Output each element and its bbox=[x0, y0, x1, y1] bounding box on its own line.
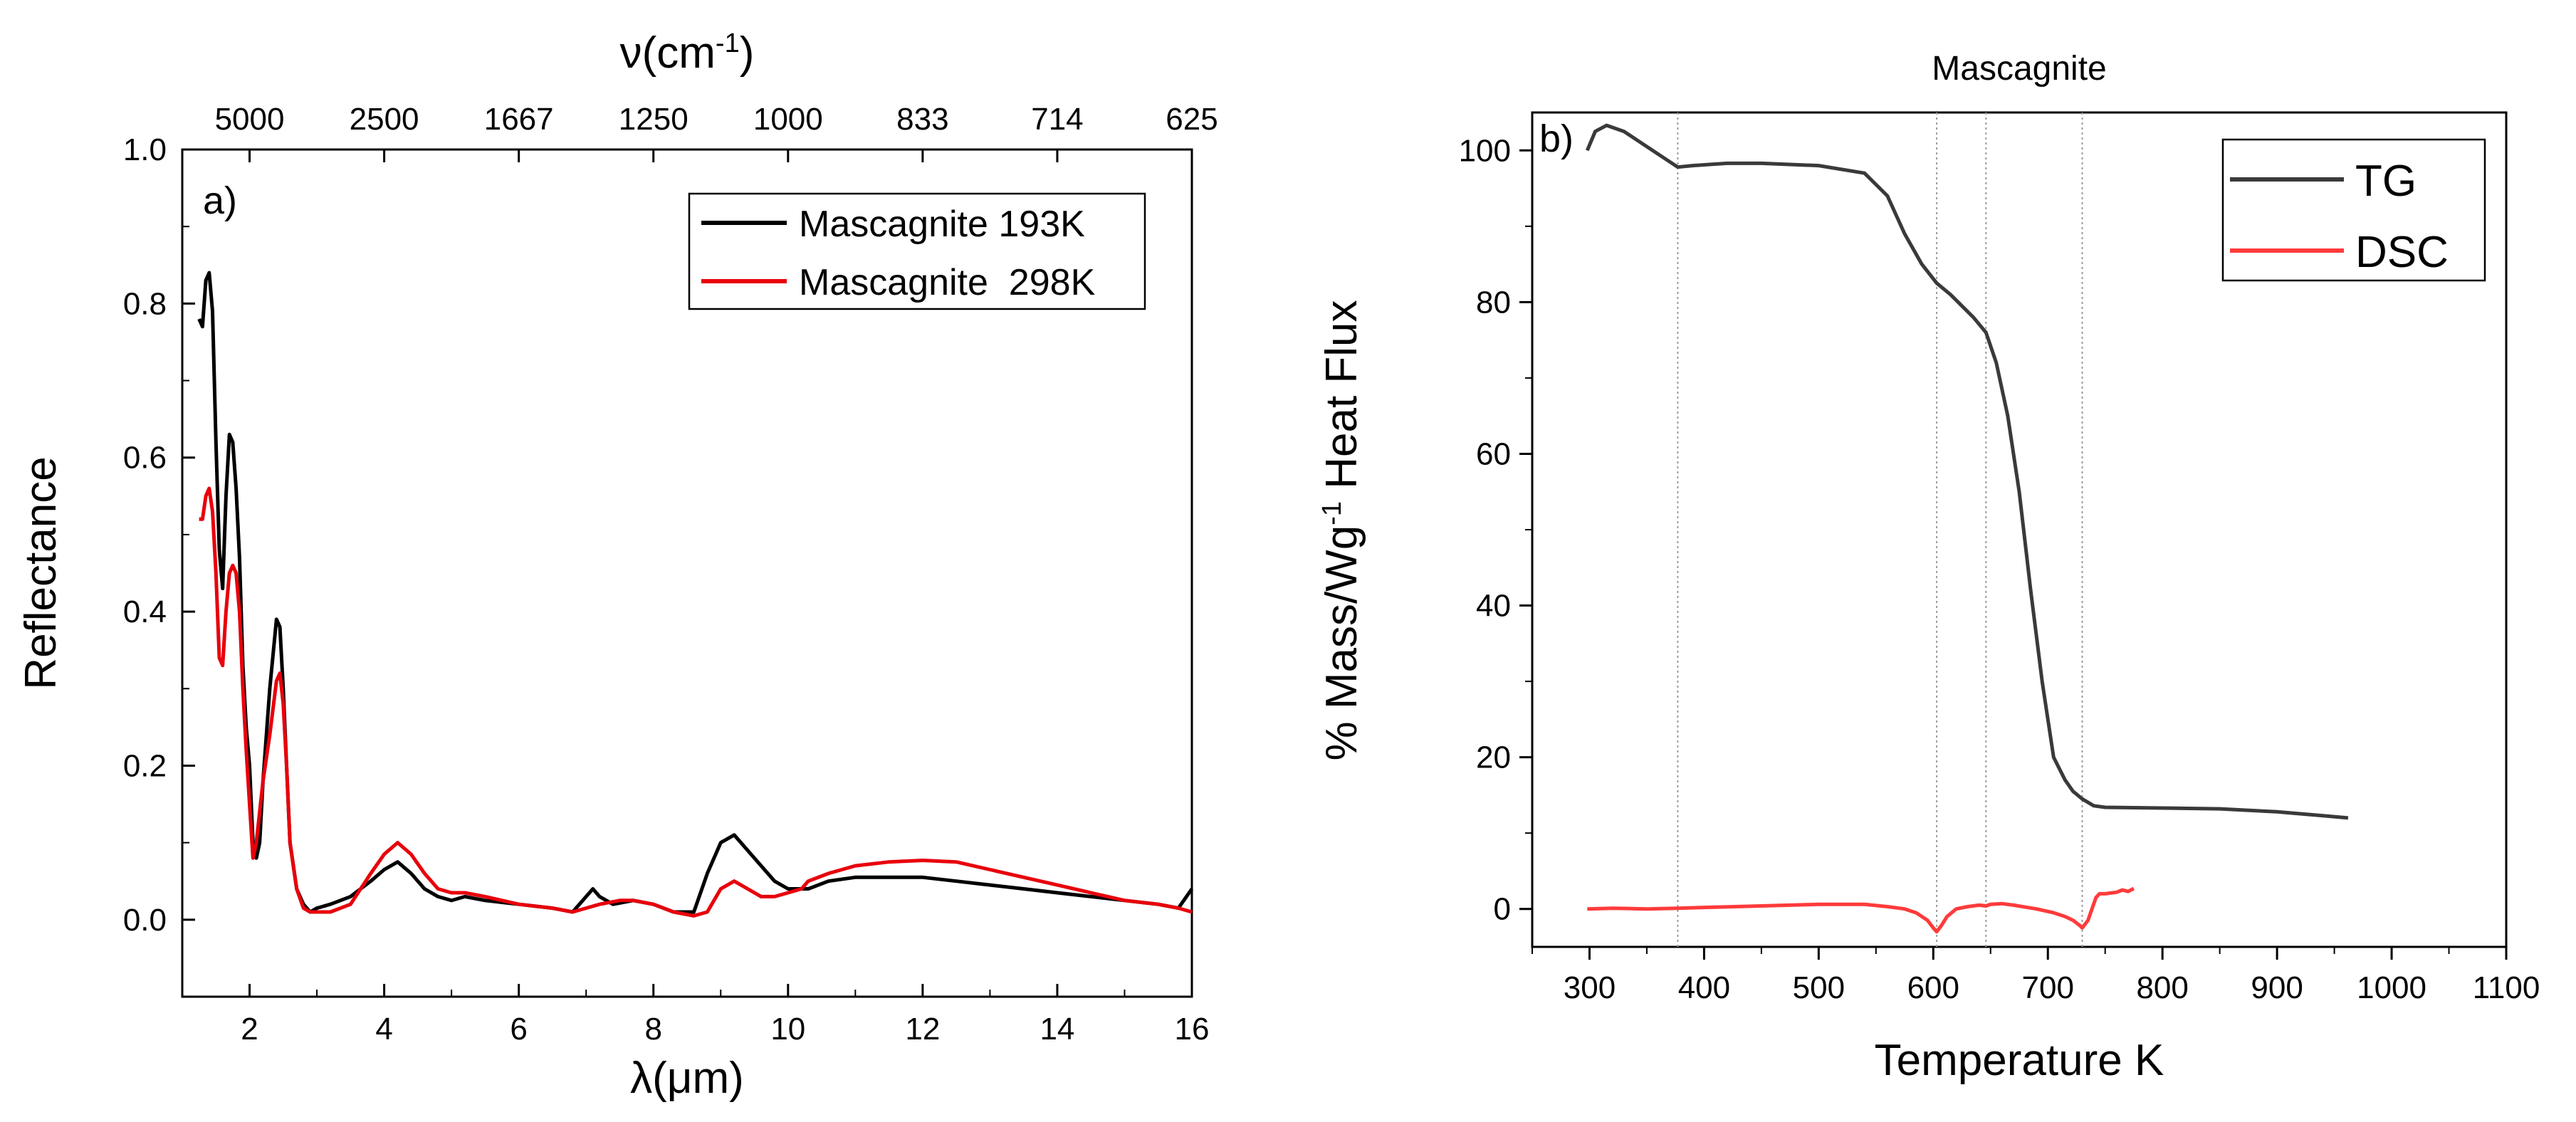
x-axis-label-b: Temperature K bbox=[1875, 1036, 2164, 1085]
y-tick-label-b: 60 bbox=[1476, 436, 1511, 471]
axis-ticks-b: 300 400 500 600 700 800 900 1000 1100 0 20 40 60 80 10… bbox=[1459, 133, 2540, 1005]
x-tick-label-b: 600 bbox=[1907, 970, 1959, 1005]
x-tick-label-a: 10 bbox=[770, 1012, 805, 1047]
x-tick-label-b: 900 bbox=[2251, 970, 2303, 1005]
top-tick-label-a: 625 bbox=[1166, 102, 1218, 137]
series-line-b-1 bbox=[1587, 886, 2135, 934]
legend-label-193k: Mascagnite 193K bbox=[799, 204, 1085, 245]
x-tick-label-b: 1000 bbox=[2357, 970, 2426, 1005]
x-tick-label-a: 14 bbox=[1040, 1012, 1074, 1047]
legend-box-b bbox=[2221, 138, 2486, 282]
y-tick-label-b: 80 bbox=[1476, 285, 1511, 320]
x-tick-label-b: 300 bbox=[1564, 970, 1616, 1005]
top-tick-label-a: 1667 bbox=[484, 102, 554, 137]
plot-frame-a bbox=[181, 148, 1193, 998]
x-tick-label-a: 6 bbox=[510, 1012, 527, 1047]
y-axis-label-a: Reflectance bbox=[16, 456, 66, 689]
x-tick-label-b: 400 bbox=[1678, 970, 1730, 1005]
top-tick-label-a: 1250 bbox=[619, 102, 688, 137]
top-tick-label-a: 2500 bbox=[350, 102, 419, 137]
top-tick-label-a: 1000 bbox=[753, 102, 823, 137]
y-tick-label-a: 1.0 bbox=[123, 132, 167, 167]
y-tick-label-b: 100 bbox=[1459, 133, 1511, 168]
x-tick-label-b: 500 bbox=[1793, 970, 1845, 1005]
panel-a: 2 4 6 8 10 12 14 16 0.0 0.2 0.4 0.6 0.8 1.0 5000 2500 16… bbox=[16, 28, 1218, 1103]
x-tick-label-a: 16 bbox=[1175, 1012, 1210, 1047]
y-tick-label-b: 20 bbox=[1476, 740, 1511, 775]
y-tick-label-a: 0.2 bbox=[123, 748, 167, 783]
legend-label-tg: TG bbox=[2355, 157, 2417, 206]
top-tick-label-a: 833 bbox=[896, 102, 948, 137]
top-tick-label-a: 714 bbox=[1031, 102, 1083, 137]
panel-label-b: b) bbox=[1539, 117, 1574, 160]
x-axis-label-a: λ(μm) bbox=[630, 1054, 744, 1103]
y-tick-label-a: 0.6 bbox=[123, 441, 167, 476]
x-tick-label-a: 4 bbox=[375, 1012, 392, 1047]
series-line-a-1 bbox=[199, 486, 1193, 918]
axis-ticks-a: 2 4 6 8 10 12 14 16 0.0 0.2 0.4 0.6 0.8 1.0 5000 2500 16… bbox=[123, 102, 1218, 1047]
x-tick-label-a: 12 bbox=[905, 1012, 940, 1047]
y-axis-label-b: % Mass/Wg-1 Heat Flux bbox=[1317, 300, 1366, 760]
y-tick-label-b: 0 bbox=[1494, 892, 1511, 927]
series-lines-a bbox=[197, 271, 1194, 918]
legend-label-dsc: DSC bbox=[2355, 228, 2449, 277]
legend-box-a bbox=[688, 192, 1146, 310]
x-tick-label-b: 700 bbox=[2022, 970, 2074, 1005]
x-tick-label-b: 1100 bbox=[2473, 970, 2540, 1005]
x-tick-label-a: 2 bbox=[241, 1012, 258, 1047]
series-line-b-0 bbox=[1585, 123, 2349, 820]
chart-title-b: Mascagnite bbox=[1932, 50, 2106, 88]
x-tick-label-b: 800 bbox=[2136, 970, 2188, 1005]
y-tick-label-a: 0.0 bbox=[123, 903, 167, 938]
legend-label-298k: Mascagnite 298K bbox=[799, 262, 1096, 303]
x-tick-label-a: 8 bbox=[644, 1012, 661, 1047]
y-tick-label-a: 0.4 bbox=[123, 594, 167, 629]
top-tick-label-a: 5000 bbox=[215, 102, 285, 137]
vertical-reference-lines bbox=[1677, 112, 2083, 947]
panel-b: 300 400 500 600 700 800 900 1000 1100 0 20 40 60 80 10… bbox=[1317, 50, 2540, 1085]
series-lines-b bbox=[1585, 123, 2349, 934]
panel-label-a: a) bbox=[203, 179, 237, 222]
legend-a: Mascagnite 193K Mascagnite 298K bbox=[688, 192, 1146, 310]
y-tick-label-a: 0.8 bbox=[123, 286, 167, 321]
y-tick-label-b: 40 bbox=[1476, 589, 1511, 624]
legend-b: TG DSC bbox=[2221, 138, 2486, 282]
series-line-a-0 bbox=[197, 271, 1194, 914]
top-axis-label-a: ν(cm-1) bbox=[620, 28, 755, 78]
